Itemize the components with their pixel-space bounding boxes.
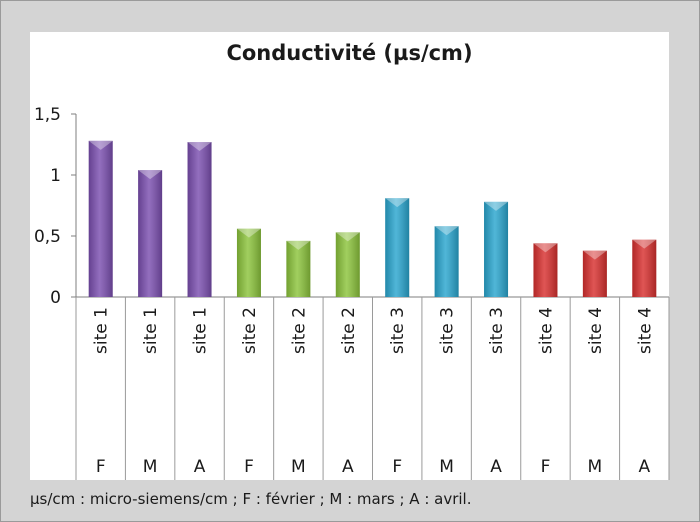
bar-shading	[582, 250, 607, 297]
y-tick-label: 1,5	[34, 105, 61, 125]
bar-bevel	[533, 243, 558, 253]
x-category-label: site 3	[487, 307, 507, 354]
bar-shading	[286, 240, 311, 297]
x-month-label: M	[588, 457, 603, 477]
bar-shading	[138, 170, 163, 297]
bar-shading	[533, 243, 558, 297]
bar-bevel	[88, 140, 113, 150]
bar-shading	[187, 142, 212, 297]
x-month-label: M	[291, 457, 306, 477]
bar-bevel	[434, 226, 459, 236]
x-category-label: site 4	[586, 307, 606, 354]
x-category-label: site 3	[388, 307, 408, 354]
bar-bevel	[286, 240, 311, 250]
chart-title: Conductivité (µs/cm)	[226, 41, 473, 65]
bar-bevel	[187, 142, 212, 152]
x-category-label: site 2	[289, 307, 309, 354]
bar-bevel	[335, 232, 360, 242]
bar-bevel	[632, 239, 657, 249]
bar-bevel	[484, 201, 509, 211]
y-tick-label: 0	[50, 288, 61, 308]
bar-bevel	[138, 170, 163, 180]
bar-shading	[385, 198, 410, 297]
y-tick-label: 1	[50, 166, 61, 186]
bar-shading	[434, 226, 459, 297]
x-category-label: site 1	[191, 307, 211, 354]
x-month-label: A	[194, 457, 206, 477]
x-month-label: A	[490, 457, 502, 477]
x-category-label: site 1	[141, 307, 161, 354]
y-tick-label: 0,5	[34, 227, 61, 247]
bar-shading	[236, 228, 261, 297]
x-category-label: site 2	[240, 307, 260, 354]
x-category-label: site 2	[339, 307, 359, 354]
x-month-label: F	[541, 457, 551, 477]
x-month-label: A	[638, 457, 650, 477]
x-category-label: site 1	[92, 307, 112, 354]
x-month-label: A	[342, 457, 354, 477]
bar-shading	[632, 239, 657, 297]
bar-bevel	[236, 228, 261, 238]
x-category-label: site 4	[536, 307, 556, 354]
bar-shading	[88, 140, 113, 297]
x-month-label: F	[96, 457, 106, 477]
bar-shading	[484, 201, 509, 297]
axis-layer	[71, 113, 670, 480]
x-category-label: site 3	[438, 307, 458, 354]
bar-bevel	[582, 250, 607, 260]
bar-layer	[88, 140, 657, 297]
x-month-label: F	[392, 457, 402, 477]
x-month-label: M	[439, 457, 454, 477]
x-category-label: site 4	[635, 307, 655, 354]
x-month-label: F	[244, 457, 254, 477]
bar-bevel	[385, 198, 410, 208]
x-month-label: M	[143, 457, 158, 477]
bar-shading	[335, 232, 360, 297]
footnote: µs/cm : micro-siemens/cm ; F : février ;…	[30, 490, 472, 508]
